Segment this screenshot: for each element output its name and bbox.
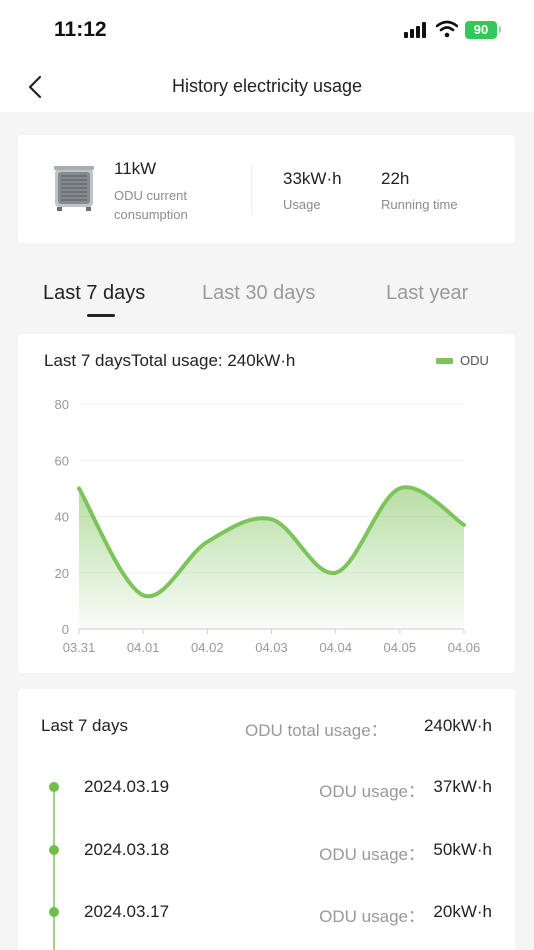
x-tick-label: 04.01	[127, 640, 160, 655]
daily-usage-list-card: Last 7 days ODU total usage： 240kW·h 202…	[18, 689, 515, 950]
data-point	[78, 487, 80, 489]
x-tick-label: 04.03	[255, 640, 288, 655]
usage-value: 33kW·h	[283, 169, 342, 188]
active-tab-indicator	[87, 314, 115, 317]
list-item-label: ODU usage：	[319, 845, 425, 864]
y-tick-label: 0	[62, 622, 69, 637]
outdoor-unit-icon	[54, 166, 94, 211]
wifi-icon	[436, 20, 458, 38]
list-item-date: 2024.03.19	[84, 777, 170, 796]
tab-last-30-days[interactable]: Last 30 days	[202, 282, 316, 304]
x-tick-label: 04.05	[384, 640, 417, 655]
battery-indicator: 90	[465, 21, 501, 39]
y-tick-label: 20	[55, 566, 69, 581]
y-tick-label: 80	[55, 397, 69, 412]
y-tick-label: 40	[55, 510, 69, 525]
list-item-date: 2024.03.17	[84, 902, 170, 921]
list-item-label: ODU usage：	[319, 907, 425, 926]
timeline-dot	[49, 845, 59, 855]
list-item-date: 2024.03.18	[84, 840, 170, 859]
data-point	[142, 594, 144, 596]
list-item-value: 37kW·h	[433, 777, 492, 796]
summary-divider	[251, 165, 252, 215]
legend-label: ODU	[460, 353, 489, 368]
tab-last-year[interactable]: Last year	[386, 282, 469, 304]
data-point	[463, 524, 465, 526]
data-point	[335, 572, 337, 574]
battery-level: 90	[473, 22, 489, 37]
running-time-label: Running time	[381, 197, 458, 212]
x-tick-label: 03.31	[63, 640, 96, 655]
total-usage-value: 240kW·h	[423, 716, 492, 735]
current-consumption-value: 11kW	[114, 159, 157, 178]
summary-card: 11kW ODU current consumption 33kW·h Usag…	[18, 135, 515, 243]
chart-legend: ODU	[436, 353, 489, 368]
x-tick-label: 04.04	[319, 640, 352, 655]
running-time-value: 22h	[381, 169, 410, 188]
timeline-line	[53, 788, 55, 950]
y-tick-label: 60	[55, 453, 69, 468]
total-usage-label: ODU total usage：	[245, 721, 388, 740]
timeline-dot	[49, 782, 59, 792]
list-item[interactable]: 2024.03.18 ODU usage： 50kW·h	[18, 836, 515, 866]
status-bar: 11:12 90	[0, 0, 534, 62]
list-item-value: 20kW·h	[433, 902, 492, 921]
back-chevron-icon[interactable]	[22, 72, 52, 102]
data-point	[399, 487, 401, 489]
usage-chart-card: Last 7 daysTotal usage: 240kW·h ODU 0 20 4…	[18, 334, 515, 673]
list-title: Last 7 days	[41, 716, 128, 735]
list-item[interactable]: 2024.03.17 ODU usage： 20kW·h	[18, 898, 515, 928]
usage-area-chart: 0 20 40 60 80 03.31 04.01 04.02 04.03 04.04 04.05 0…	[55, 397, 481, 655]
timeline-dot	[49, 907, 59, 917]
status-time: 11:12	[54, 18, 107, 41]
data-point	[206, 541, 208, 543]
x-tick-label: 04.06	[448, 640, 481, 655]
list-item-label: ODU usage：	[319, 782, 425, 801]
current-consumption-label: ODU current consumption	[114, 188, 188, 222]
series-area	[79, 487, 464, 629]
chart-title: Last 7 daysTotal usage: 240kW·h	[44, 351, 296, 370]
data-point	[271, 518, 272, 520]
x-tick-label: 04.02	[191, 640, 224, 655]
list-item-value: 50kW·h	[433, 840, 492, 859]
nav-bar: History electricity usage	[0, 62, 534, 112]
page-title: History electricity usage	[171, 76, 363, 96]
legend-swatch	[436, 357, 453, 364]
cellular-signal-icon	[404, 22, 426, 38]
usage-label: Usage	[283, 197, 321, 212]
tab-last-7-days[interactable]: Last 7 days	[43, 282, 146, 304]
list-item[interactable]: 2024.03.19 ODU usage： 37kW·h	[18, 773, 515, 803]
